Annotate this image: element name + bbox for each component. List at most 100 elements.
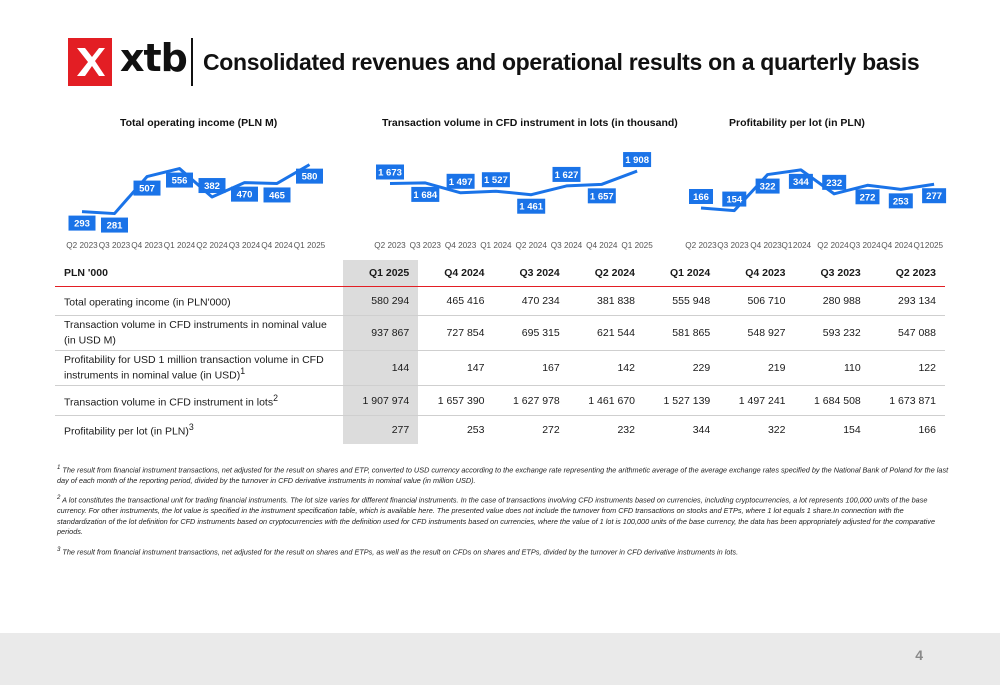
table-header-cell: Q3 2024 bbox=[493, 260, 569, 287]
data-label-text: 1 527 bbox=[484, 175, 508, 186]
x-tick-label: 2024 bbox=[793, 241, 812, 250]
data-label-text: 1 497 bbox=[449, 177, 473, 188]
table-cell: 344 bbox=[692, 424, 711, 436]
table-cell: 695 315 bbox=[493, 315, 569, 351]
data-label: 470 bbox=[231, 186, 258, 202]
data-label-text: 272 bbox=[860, 192, 876, 203]
data-label-text: 154 bbox=[726, 195, 743, 206]
table-cell: 277 bbox=[343, 415, 419, 444]
page-title: Consolidated revenues and operational re… bbox=[203, 49, 920, 75]
table-cell: 381 838 bbox=[568, 286, 644, 316]
table-header-cell: Q3 2023 bbox=[794, 260, 870, 287]
x-tick-label: Q2 2024 bbox=[196, 241, 228, 250]
data-label: 154 bbox=[722, 191, 747, 207]
x-tick-label: Q2 2024 bbox=[515, 241, 547, 250]
brand-logo-text: xtb bbox=[120, 36, 188, 80]
table-cell: 110 bbox=[794, 350, 870, 386]
x-tick-label: Q3 2023 bbox=[99, 241, 131, 250]
data-label-box bbox=[481, 172, 510, 188]
data-label-text: 580 bbox=[302, 172, 318, 183]
x-tick-label: Q4 2023 bbox=[750, 241, 782, 250]
table-cell: 280 988 bbox=[794, 286, 870, 316]
data-label-box bbox=[263, 187, 291, 203]
footnotes: 1 The result from financial instrument t… bbox=[57, 463, 950, 565]
table-cell: 1 907 974 bbox=[343, 385, 419, 416]
table-header-cell: Q2 2023 bbox=[869, 260, 945, 287]
data-label: 272 bbox=[855, 189, 880, 205]
table-cell: 229 bbox=[644, 350, 720, 386]
data-label: 1 908 bbox=[623, 152, 652, 168]
data-label-box bbox=[517, 198, 546, 214]
data-label: 1 461 bbox=[517, 198, 546, 214]
data-label-text: 556 bbox=[172, 176, 188, 187]
table-cell: 1 673 871 bbox=[869, 385, 945, 416]
data-label-text: 281 bbox=[107, 221, 124, 232]
table-cell: 727 854 bbox=[418, 315, 494, 351]
row-label: Transaction volume in CFD instruments in… bbox=[55, 315, 343, 351]
data-label-box bbox=[198, 178, 226, 194]
table-cell: 581 865 bbox=[644, 315, 720, 351]
table-cell: 1 657 390 bbox=[418, 385, 494, 416]
data-label: 344 bbox=[788, 173, 813, 189]
data-label-box bbox=[855, 189, 880, 205]
data-label-text: 470 bbox=[237, 190, 253, 201]
data-label-text: 166 bbox=[693, 192, 709, 203]
data-label: 277 bbox=[922, 188, 947, 204]
data-label: 1 497 bbox=[446, 173, 475, 189]
x-tick-label: Q1 2025 bbox=[621, 241, 653, 250]
data-label: 293 bbox=[68, 215, 96, 231]
data-label: 507 bbox=[133, 180, 161, 196]
data-label-box bbox=[68, 215, 96, 231]
table-cell: 548 927 bbox=[719, 315, 795, 351]
series-line bbox=[389, 169, 638, 197]
data-label: 1 527 bbox=[481, 172, 510, 188]
x-tick-label: Q2 2023 bbox=[66, 241, 98, 250]
chart-2-title: Transaction volume in CFD instrument in … bbox=[382, 117, 678, 129]
table-cell: 547 088 bbox=[869, 315, 945, 351]
data-label-box bbox=[722, 191, 747, 207]
table-header-cell: Q4 2024 bbox=[418, 260, 494, 287]
data-label-box bbox=[296, 168, 323, 184]
data-label-text: 507 bbox=[139, 184, 155, 195]
data-label: 1 684 bbox=[411, 186, 440, 202]
chart-1-title: Total operating income (PLN M) bbox=[120, 117, 278, 129]
chart-3-title: Profitability per lot (in PLN) bbox=[729, 117, 865, 129]
x-tick-label: Q4 2023 bbox=[445, 241, 477, 250]
data-label-box bbox=[101, 217, 128, 233]
data-label-text: 344 bbox=[793, 177, 810, 188]
data-label: 382 bbox=[198, 178, 226, 194]
data-label-box bbox=[587, 188, 616, 204]
table-header-cell: Q2 2024 bbox=[568, 260, 644, 287]
table-cell: 293 134 bbox=[869, 286, 945, 316]
table-cell: 232 bbox=[617, 424, 635, 436]
data-label-box bbox=[231, 186, 258, 202]
data-label-text: 293 bbox=[74, 219, 90, 230]
table-row: Profitability per lot (in PLN)3 277 253 … bbox=[55, 415, 945, 444]
data-label: 580 bbox=[296, 168, 323, 184]
x-tick-label: Q1 bbox=[914, 241, 925, 250]
table-cell: 272 bbox=[542, 424, 560, 436]
x-tick-label: Q2 2024 bbox=[817, 241, 849, 250]
x-tick-label: Q4 2024 bbox=[261, 241, 293, 250]
table-cell: 147 bbox=[418, 350, 494, 386]
quarterly-results-table: PLN '000 Q1 2025 Q4 2024 Q3 2024 Q2 2024… bbox=[55, 260, 945, 444]
footnote: 3 The result from financial instrument t… bbox=[57, 545, 739, 557]
table-cell: 253 bbox=[466, 424, 485, 436]
data-label-box bbox=[788, 173, 813, 189]
table-cell: 154 bbox=[843, 424, 861, 436]
data-label: 1 657 bbox=[587, 188, 616, 204]
row-label: Profitability per lot (in PLN)3 bbox=[64, 422, 194, 438]
data-label-box bbox=[755, 178, 780, 194]
table-row: Transaction volume in CFD instrument in … bbox=[55, 385, 945, 416]
data-label-box bbox=[888, 193, 913, 209]
data-label: 232 bbox=[822, 174, 847, 190]
table-cell: 219 bbox=[719, 350, 795, 386]
footnote: 2 A lot constitutes the transactional un… bbox=[57, 494, 936, 537]
footer-bar bbox=[0, 633, 1000, 685]
data-label-box bbox=[376, 164, 404, 180]
table-cell: 621 544 bbox=[568, 315, 644, 351]
data-label-text: 232 bbox=[826, 178, 842, 189]
data-label: 322 bbox=[755, 178, 780, 194]
table-cell: 593 232 bbox=[794, 315, 870, 351]
